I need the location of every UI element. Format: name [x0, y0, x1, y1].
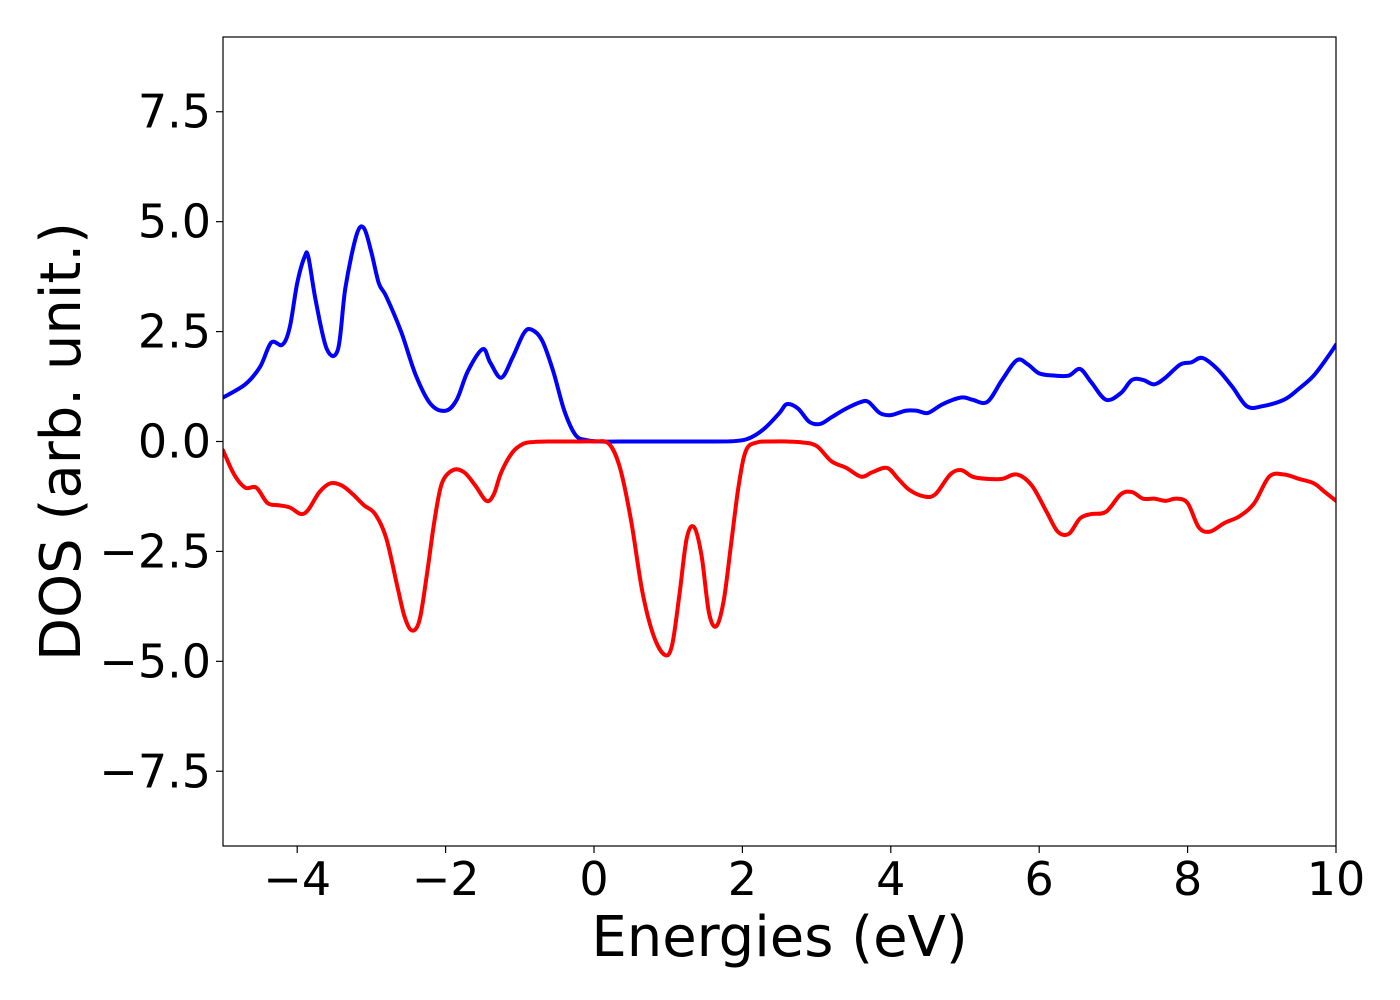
y-tick-label: −2.5 — [99, 524, 211, 578]
x-tick-label: 2 — [728, 852, 757, 906]
x-axis: −4 −2 0 2 4 6 8 10 — [263, 846, 1365, 906]
x-axis-title: Energies (eV) — [591, 905, 967, 970]
x-tick-label: 6 — [1025, 852, 1054, 906]
x-tick-label: 10 — [1307, 852, 1366, 906]
y-tick-label: 0.0 — [138, 415, 211, 469]
x-tick-label: 0 — [579, 852, 608, 906]
series-line-1 — [223, 224, 1336, 444]
y-axis-title: DOS (arb. unit.) — [29, 222, 94, 661]
x-tick-label: −4 — [263, 852, 331, 906]
y-tick-label: 5.0 — [138, 195, 211, 249]
y-tick-label: −7.5 — [99, 744, 211, 798]
series-line-2 — [223, 439, 1336, 658]
x-tick-label: 4 — [876, 852, 905, 906]
y-tick-label: −5.0 — [99, 634, 211, 688]
x-tick-label: 8 — [1173, 852, 1202, 906]
x-tick-label: −2 — [412, 852, 480, 906]
y-axis: 7.5 5.0 2.5 0.0 −2.5 −5.0 −7.5 — [99, 85, 223, 798]
y-tick-label: 7.5 — [138, 85, 211, 139]
y-tick-label: 2.5 — [138, 305, 211, 359]
plot-area — [223, 224, 1336, 658]
